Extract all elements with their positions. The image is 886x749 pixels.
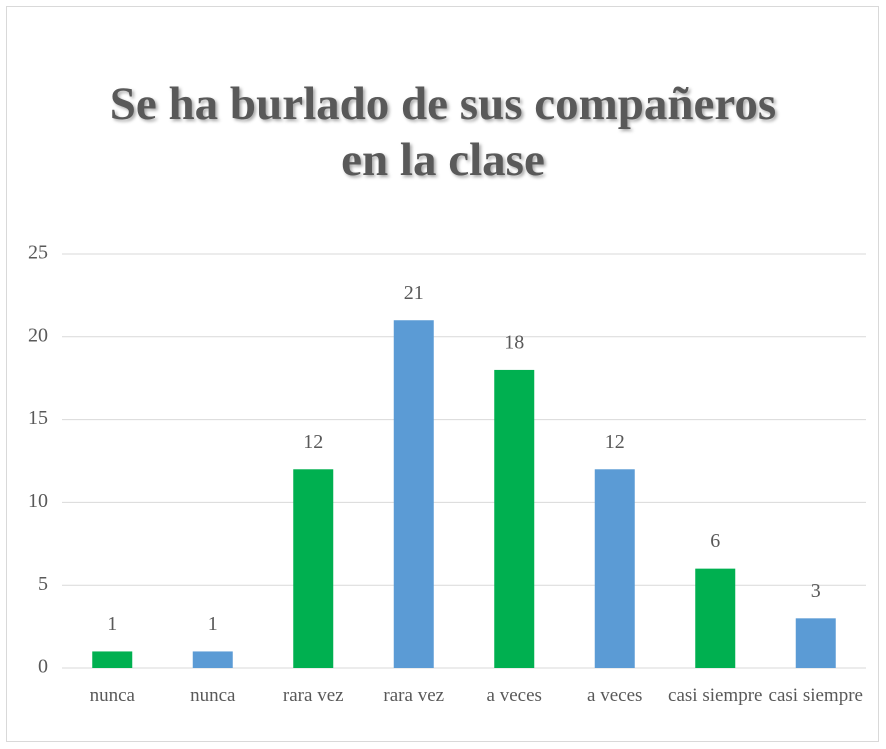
bar — [92, 651, 133, 668]
data-label: 18 — [504, 332, 524, 354]
y-tick-label: 25 — [28, 242, 48, 264]
x-tick-label: casi siempre — [668, 685, 763, 706]
x-tick-label: rara vez — [282, 685, 344, 706]
chart-frame — [6, 6, 879, 742]
data-label: 12 — [303, 431, 323, 453]
data-label: 1 — [208, 613, 218, 635]
y-tick-label: 5 — [38, 573, 48, 595]
bar — [494, 369, 535, 668]
bar — [795, 618, 836, 668]
bar — [695, 568, 736, 668]
bar — [393, 320, 434, 668]
x-tick-label: rara vez — [383, 685, 445, 706]
y-tick-label: 20 — [28, 324, 48, 346]
y-tick-label: 10 — [28, 490, 48, 512]
bar — [594, 469, 635, 668]
data-label: 1 — [107, 613, 117, 635]
x-tick-label: a veces — [587, 685, 643, 706]
bar — [293, 469, 334, 668]
data-label: 6 — [710, 530, 720, 552]
x-tick-label: nunca — [190, 685, 236, 706]
x-tick-label: nunca — [89, 685, 135, 706]
chart-title: Se ha burlado de sus compañeros en la cl… — [109, 78, 777, 186]
y-tick-label: 0 — [38, 656, 48, 678]
x-tick-label: a veces — [486, 685, 542, 706]
data-label: 12 — [605, 431, 625, 453]
x-tick-label: casi siempre — [768, 685, 863, 706]
data-label: 3 — [811, 580, 821, 602]
bar — [192, 651, 233, 668]
data-label: 21 — [404, 282, 424, 304]
y-tick-label: 15 — [28, 407, 48, 429]
